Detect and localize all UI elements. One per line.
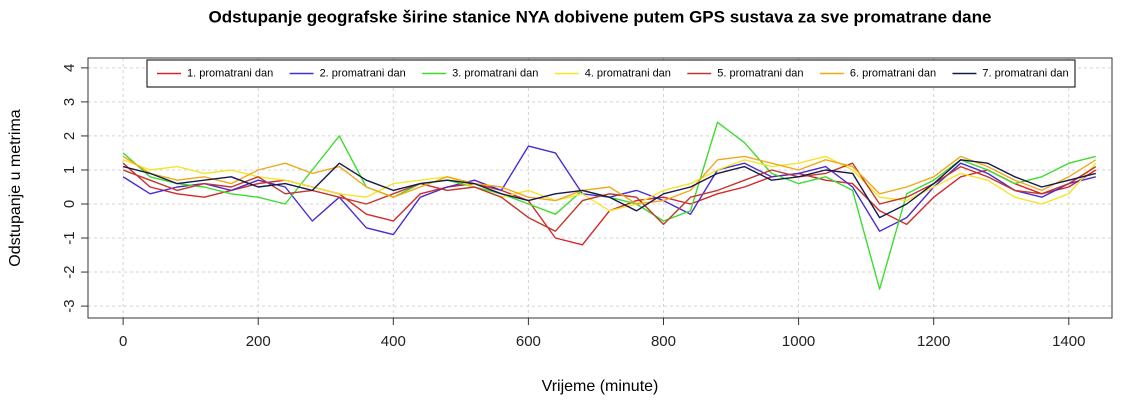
plot-frame <box>87 57 1113 319</box>
y-axis-label: Odstupanje u metrima <box>7 109 24 267</box>
x-tick-label: 1000 <box>782 333 815 350</box>
legend-label: 2. promatrani dan <box>320 67 406 79</box>
x-axis-label: Vrijeme (minute) <box>542 378 659 395</box>
x-tick-label: 800 <box>651 333 676 350</box>
y-tick-label: 4 <box>61 64 78 72</box>
x-tick-label: 1400 <box>1052 333 1085 350</box>
legend-label: 3. promatrani dan <box>452 67 538 79</box>
x-tick-label: 400 <box>381 333 406 350</box>
x-tick-label: 200 <box>246 333 271 350</box>
x-tick-label: 1200 <box>917 333 950 350</box>
chart-title: Odstupanje geografske širine stanice NYA… <box>209 7 992 26</box>
series-line <box>122 145 1096 236</box>
y-tick-label: -3 <box>61 299 78 312</box>
y-tick-label: -2 <box>61 265 78 278</box>
y-tick-label: 1 <box>61 166 78 174</box>
legend-label: 6. promatrani dan <box>850 67 936 79</box>
series-line <box>122 121 1096 290</box>
series-line <box>122 155 1097 212</box>
x-tick-label: 600 <box>516 333 541 350</box>
x-tick-label: 0 <box>119 333 127 350</box>
legend-label: 4. promatrani dan <box>585 67 671 79</box>
y-tick-label: 2 <box>61 132 78 140</box>
legend-label: 7. promatrani dan <box>982 67 1068 79</box>
y-tick-label: -1 <box>61 231 78 244</box>
series-line <box>122 155 1097 205</box>
legend-box <box>146 59 1076 88</box>
legend-label: 5. promatrani dan <box>717 67 803 79</box>
series-line <box>122 159 1096 219</box>
legend-label: 1. promatrani dan <box>187 67 273 79</box>
y-tick-label: 3 <box>61 98 78 106</box>
y-tick-label: 0 <box>61 200 78 208</box>
